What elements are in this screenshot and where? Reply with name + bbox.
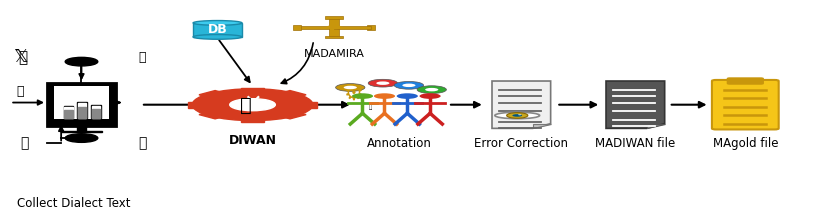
Polygon shape [299,102,316,108]
Bar [77,102,87,118]
Bar [54,86,109,119]
Circle shape [192,89,312,121]
Polygon shape [241,88,264,92]
Polygon shape [333,26,370,29]
Polygon shape [605,81,664,128]
Bar [47,83,116,126]
Polygon shape [646,124,664,128]
Text: ⚙: ⚙ [344,84,364,104]
Bar [78,103,86,118]
Polygon shape [188,102,206,108]
Circle shape [518,114,521,115]
Bar [77,126,85,132]
Bar [64,106,73,118]
Text: 📋: 📋 [138,51,146,64]
Polygon shape [491,81,550,128]
Text: 👥: 👥 [138,136,147,150]
Circle shape [66,57,97,66]
Text: 📻: 📻 [16,85,24,98]
Circle shape [417,86,446,94]
Polygon shape [328,27,338,37]
Circle shape [373,93,395,99]
Polygon shape [241,117,264,122]
Polygon shape [324,36,342,38]
Polygon shape [328,17,338,27]
Text: DB: DB [207,23,227,36]
Text: Collect Dialect Text: Collect Dialect Text [16,197,130,210]
Ellipse shape [192,20,242,25]
Bar [92,109,100,118]
Circle shape [424,88,438,91]
Circle shape [343,86,356,89]
Text: 𝕏: 𝕏 [13,48,28,66]
Text: ✕: ✕ [243,94,261,114]
Polygon shape [277,111,305,119]
Bar [65,110,72,118]
Polygon shape [293,25,301,30]
Polygon shape [199,111,228,119]
Polygon shape [297,26,333,29]
Text: MADAMIRA: MADAMIRA [303,49,364,59]
Bar [92,106,100,118]
Text: MAgold file: MAgold file [712,137,777,150]
Text: Error Correction: Error Correction [473,137,568,150]
Circle shape [402,83,415,87]
Text: 🟢: 🟢 [369,104,372,110]
Circle shape [66,134,97,142]
Text: MADIWAN file: MADIWAN file [595,137,675,150]
Circle shape [512,114,522,117]
Polygon shape [532,124,550,128]
Ellipse shape [494,112,539,119]
Bar [91,105,101,118]
Circle shape [419,93,440,99]
Circle shape [396,93,418,99]
Text: DIWAN: DIWAN [229,134,276,147]
Polygon shape [366,25,374,30]
Circle shape [368,79,397,87]
Circle shape [506,113,527,118]
Polygon shape [324,16,342,19]
Bar [78,107,86,118]
FancyBboxPatch shape [726,78,762,84]
Text: Annotation: Annotation [366,137,431,150]
Circle shape [394,82,423,89]
Text: 🔧: 🔧 [240,96,251,115]
Ellipse shape [192,34,242,39]
Polygon shape [277,90,305,98]
Circle shape [351,93,373,99]
Text: 💬: 💬 [20,136,29,150]
Circle shape [376,82,389,85]
Bar [192,23,242,37]
Circle shape [326,25,342,29]
Polygon shape [199,90,228,98]
Bar [65,107,72,118]
Circle shape [229,99,275,111]
Text: 🐦: 🐦 [18,50,27,65]
Circle shape [335,84,364,91]
Bar [61,131,102,132]
FancyBboxPatch shape [711,80,778,129]
